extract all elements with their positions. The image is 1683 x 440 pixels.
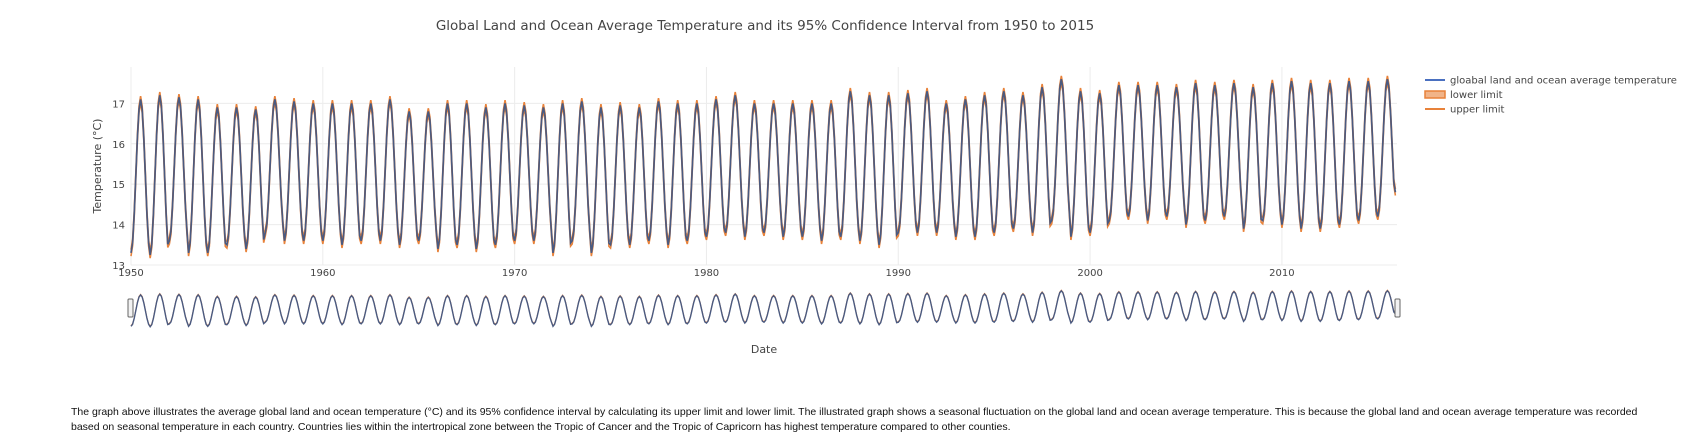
legend-label: gloabal land and ocean average temperatu…	[1450, 76, 1677, 87]
y-tick-label: 15	[112, 180, 125, 191]
legend-label: lower limit	[1450, 90, 1503, 101]
y-axis-ticks: 13 14 15 16 17	[112, 99, 125, 272]
x-axis-label: Date	[751, 343, 778, 356]
legend: gloabal land and ocean average temperatu…	[1424, 76, 1677, 116]
series-average-temperature	[130, 78, 1397, 256]
y-tick-label: 16	[112, 140, 125, 151]
x-tick-label: 1960	[310, 268, 335, 279]
legend-swatch	[1424, 90, 1446, 99]
legend-item[interactable]: upper limit	[1425, 105, 1505, 116]
range-slider[interactable]	[127, 287, 1401, 329]
plot-area	[130, 67, 1397, 266]
x-tick-label: 1950	[118, 268, 143, 279]
legend-label: upper limit	[1450, 105, 1505, 116]
chart-caption: The graph above illustrates the average …	[71, 406, 1638, 433]
y-tick-label: 17	[112, 99, 125, 110]
slider-average-temperature	[130, 289, 1396, 328]
x-tick-label: 1990	[886, 268, 911, 279]
x-tick-label: 2000	[1077, 268, 1102, 279]
x-tick-label: 2010	[1269, 268, 1294, 279]
series-layer	[130, 75, 1397, 259]
x-axis-ticks: 1950 1960 1970 1980 1990 2000 2010	[118, 268, 1294, 279]
chart-title: Global Land and Ocean Average Temperatur…	[436, 18, 1094, 34]
range-slider-left-handle[interactable]	[127, 298, 134, 318]
x-tick-label: 1970	[502, 268, 527, 279]
range-slider-preview	[130, 289, 1396, 328]
range-slider-right-handle[interactable]	[1394, 298, 1401, 318]
temperature-chart: Global Land and Ocean Average Temperatur…	[91, 18, 1677, 356]
legend-item[interactable]: gloabal land and ocean average temperatu…	[1425, 76, 1677, 87]
y-axis-label: Temperature (°C)	[91, 119, 104, 215]
y-tick-label: 13	[112, 261, 125, 272]
y-tick-label: 14	[112, 221, 125, 232]
x-tick-label: 1980	[694, 268, 719, 279]
legend-item[interactable]: lower limit	[1424, 90, 1503, 101]
